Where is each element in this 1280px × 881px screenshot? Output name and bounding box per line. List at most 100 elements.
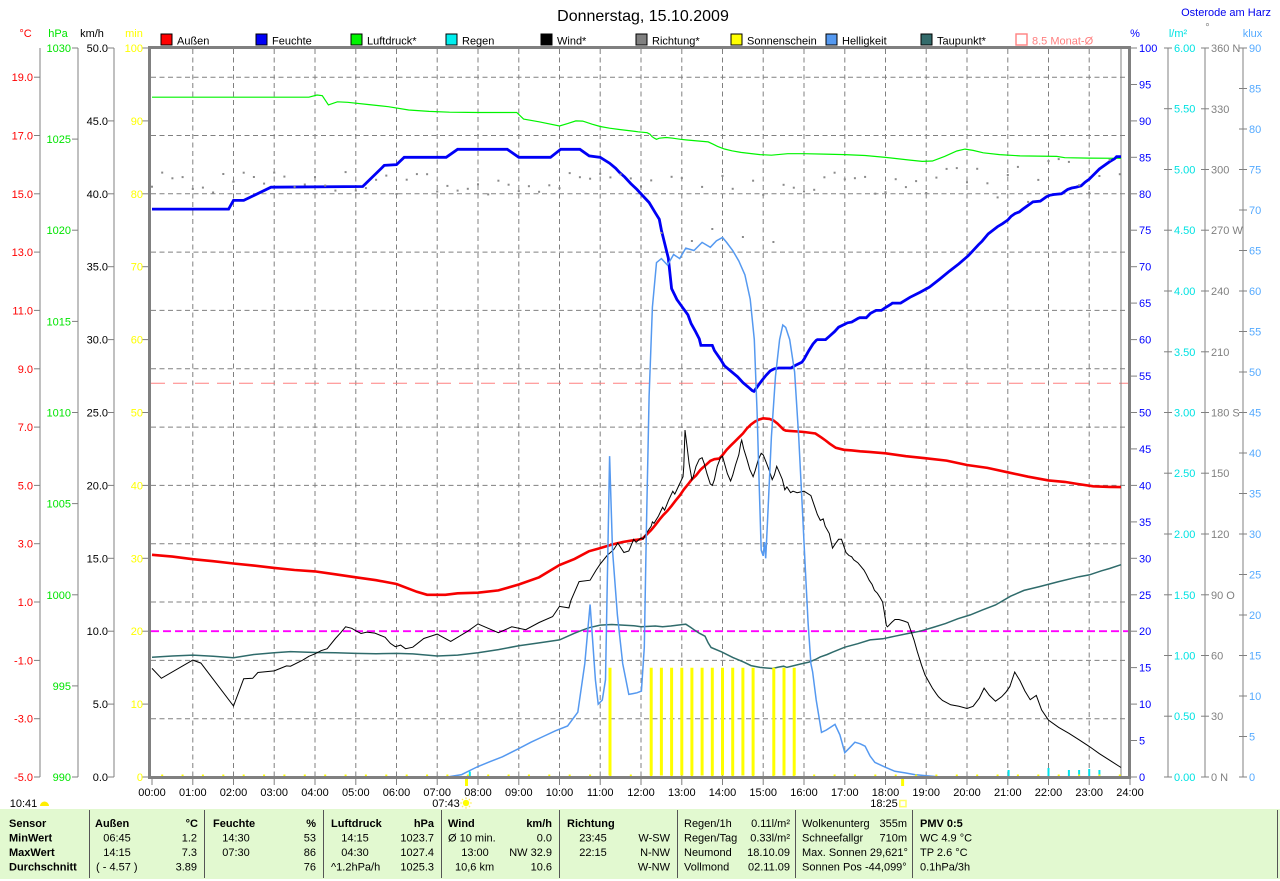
svg-text:2.00: 2.00 [1174, 529, 1195, 541]
svg-text:3.00: 3.00 [1174, 408, 1195, 420]
svg-text:%: % [306, 818, 316, 830]
svg-text:5: 5 [1249, 732, 1255, 744]
svg-text:1.2: 1.2 [182, 833, 197, 845]
svg-text:9.0: 9.0 [18, 364, 33, 376]
svg-text:50.0: 50.0 [87, 43, 108, 55]
svg-text:1025: 1025 [47, 134, 71, 146]
svg-text:7.0: 7.0 [18, 422, 33, 434]
svg-text:04:30: 04:30 [341, 847, 369, 859]
svg-text:23:45: 23:45 [579, 833, 607, 845]
svg-text:02:00: 02:00 [220, 787, 248, 799]
svg-text:995: 995 [53, 681, 71, 693]
svg-text:53: 53 [304, 833, 316, 845]
svg-text:75: 75 [1249, 165, 1261, 177]
svg-text:10:00: 10:00 [546, 787, 574, 799]
svg-text:14:15: 14:15 [341, 833, 369, 845]
svg-text:20: 20 [131, 626, 143, 638]
svg-text:Regen: Regen [462, 36, 494, 48]
svg-text:06:45: 06:45 [103, 833, 131, 845]
svg-text:1025.3: 1025.3 [400, 862, 434, 874]
svg-text:Sensor: Sensor [9, 818, 47, 830]
svg-text:km/h: km/h [80, 28, 104, 40]
svg-text:65: 65 [1249, 246, 1261, 258]
svg-text:3.0: 3.0 [18, 539, 33, 551]
svg-text:360 N: 360 N [1211, 43, 1240, 55]
svg-text:90 O: 90 O [1211, 590, 1235, 602]
svg-text:22:00: 22:00 [1035, 787, 1063, 799]
svg-text:180 S: 180 S [1211, 408, 1240, 420]
svg-text:°C: °C [19, 28, 31, 40]
svg-text:19:00: 19:00 [912, 787, 940, 799]
svg-text:40: 40 [1139, 480, 1151, 492]
svg-text:N-NW: N-NW [640, 847, 671, 859]
svg-text:l/m²: l/m² [1169, 28, 1188, 40]
svg-text:55: 55 [1139, 371, 1151, 383]
svg-text:10.6: 10.6 [531, 862, 552, 874]
svg-text:11.0: 11.0 [12, 305, 33, 317]
svg-text:°C: °C [186, 818, 198, 830]
svg-text:65: 65 [1139, 298, 1151, 310]
svg-text:14:30: 14:30 [222, 833, 250, 845]
svg-text:MinWert: MinWert [9, 833, 53, 845]
svg-text:0 N: 0 N [1211, 772, 1228, 784]
svg-text:20.0: 20.0 [87, 480, 108, 492]
svg-text:0.00: 0.00 [1174, 772, 1195, 784]
svg-text:3.89: 3.89 [176, 862, 197, 874]
svg-text:07:43: 07:43 [432, 798, 460, 810]
svg-text:1.0: 1.0 [18, 597, 33, 609]
svg-text:Helligkeit: Helligkeit [842, 36, 887, 48]
svg-text:14:15: 14:15 [103, 847, 131, 859]
svg-text:25: 25 [1139, 590, 1151, 602]
svg-text:24:00: 24:00 [1116, 787, 1144, 799]
svg-text:0.33l/m²: 0.33l/m² [750, 833, 790, 845]
svg-text:1.50: 1.50 [1174, 590, 1195, 602]
svg-text:19.0: 19.0 [12, 72, 33, 84]
svg-text:80: 80 [1139, 189, 1151, 201]
svg-text:86: 86 [304, 847, 316, 859]
svg-text:80: 80 [131, 189, 143, 201]
svg-text:4.00: 4.00 [1174, 286, 1195, 298]
svg-text:11:00: 11:00 [587, 787, 614, 799]
svg-text:100: 100 [1139, 43, 1157, 55]
svg-text:18:25: 18:25 [870, 798, 898, 810]
svg-text:Wind*: Wind* [557, 36, 587, 48]
svg-text:90: 90 [1249, 43, 1261, 55]
svg-text:Sonnenschein: Sonnenschein [747, 36, 817, 48]
svg-text:Luftdruck: Luftdruck [331, 818, 383, 830]
svg-text:18:00: 18:00 [872, 787, 900, 799]
svg-text:18.10.09: 18.10.09 [747, 847, 790, 859]
svg-text:km/h: km/h [526, 818, 552, 830]
svg-text:20: 20 [1249, 610, 1261, 622]
svg-text:35: 35 [1139, 517, 1151, 529]
svg-text:( - 4.57 ): ( - 4.57 ) [96, 862, 138, 874]
svg-text:01:00: 01:00 [179, 787, 207, 799]
svg-text:95: 95 [1139, 80, 1151, 92]
svg-text:30: 30 [1211, 711, 1223, 723]
svg-text:04:00: 04:00 [301, 787, 329, 799]
svg-text:09:00: 09:00 [505, 787, 533, 799]
svg-text:25: 25 [1249, 570, 1261, 582]
svg-text:60: 60 [131, 335, 143, 347]
svg-text:1000: 1000 [47, 590, 71, 602]
svg-text:klux: klux [1243, 28, 1263, 40]
svg-text:10: 10 [1139, 699, 1151, 711]
svg-text:70: 70 [1249, 205, 1261, 217]
svg-text:Wind: Wind [448, 818, 475, 830]
svg-text:Taupunkt*: Taupunkt* [937, 36, 987, 48]
svg-text:TP 2.6 °C: TP 2.6 °C [920, 847, 968, 859]
svg-text:min: min [125, 28, 143, 40]
svg-text:06:00: 06:00 [383, 787, 411, 799]
svg-text:70: 70 [1139, 262, 1151, 274]
svg-text:90: 90 [1139, 116, 1151, 128]
svg-text:25.0: 25.0 [87, 408, 108, 420]
svg-text:15.0: 15.0 [12, 189, 33, 201]
svg-text:0: 0 [1139, 772, 1145, 784]
svg-text:10.0: 10.0 [87, 626, 108, 638]
svg-text:Donnerstag, 15.10.2009: Donnerstag, 15.10.2009 [557, 8, 729, 25]
svg-text:0.0: 0.0 [537, 833, 552, 845]
svg-text:Vollmond: Vollmond [684, 862, 729, 874]
svg-text:120: 120 [1211, 529, 1229, 541]
svg-text:0.1hPa/3h: 0.1hPa/3h [920, 862, 970, 874]
svg-text:Osterode am Harz: Osterode am Harz [1181, 7, 1271, 19]
svg-text:5.50: 5.50 [1174, 104, 1195, 116]
